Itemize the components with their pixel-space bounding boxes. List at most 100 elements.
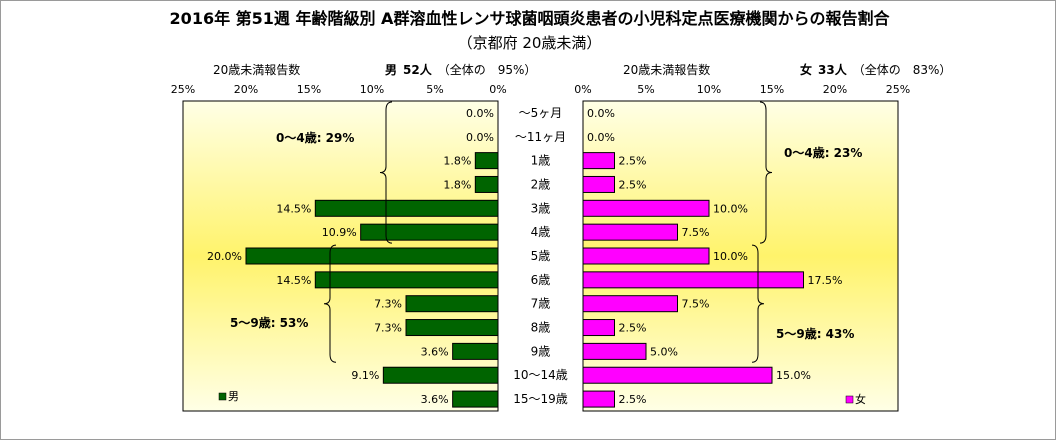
female-bar [582,295,678,313]
female-data-label: 2.5% [619,155,647,168]
male-bar [314,199,499,217]
male-data-label: 7.3% [374,298,402,311]
chart-subtitle: （京都府 20歳未満） [457,34,602,52]
female-bar [582,271,804,289]
female-axis-tick-label: 25% [886,83,910,96]
male-data-label: 7.3% [374,322,402,335]
male-axis-tick-label: 20% [234,83,258,96]
female-bar [582,366,773,384]
right-count: 33人 [818,63,847,77]
age-category-label: 9歳 [531,344,551,358]
male-bar [314,271,499,289]
female-bar [582,223,678,241]
female-bar [582,175,615,193]
age-category-label: ～11ヶ月 [515,130,566,144]
legend-female-swatch [845,395,854,404]
male-data-label: 10.9% [322,226,357,239]
female-data-label: 17.5% [808,274,843,287]
age-category-label: 15～19歳 [513,392,568,406]
male-5-9-bracket [323,244,337,363]
male-data-label: 20.0% [207,250,242,263]
legend-male-swatch [218,392,227,401]
female-data-label: 10.0% [713,250,748,263]
female-data-label: 2.5% [619,393,647,406]
male-axis-tick-label: 25% [171,83,195,96]
male-bar [405,319,499,337]
female-data-label: 7.5% [682,298,710,311]
left-count: 52人 [403,63,432,77]
female-bar [582,247,710,265]
legend-female-label: 女 [855,392,866,406]
right-share: （全体の 83%） [852,63,952,77]
female-bar [582,319,615,337]
age-category-label: 8歳 [531,321,551,335]
female-axis-tick-label: 10% [697,83,721,96]
age-category-label: 10～14歳 [513,368,568,382]
male-bar [474,175,499,193]
male-data-label: 3.6% [421,345,449,358]
left-share: （全体の 95%） [437,63,537,77]
female-data-label: 0.0% [587,131,615,144]
male-data-label: 9.1% [351,369,379,382]
age-category-label: 2歳 [531,177,551,191]
male-bar [360,223,499,241]
age-category-label: 7歳 [531,297,551,311]
male-axis-tick-label: 5% [426,83,443,96]
female-bar [582,390,615,408]
female-0-4-bracket [759,101,773,244]
left-count-summary: 男 52人 （全体の 95%） [385,61,536,78]
male-data-label: 14.5% [276,274,311,287]
female-data-label: 15.0% [776,369,811,382]
female-bar [582,342,647,360]
right-sex: 女 [800,63,813,77]
male-data-label: 0.0% [466,131,494,144]
right-count-label: 20歳未満報告数 [623,63,711,77]
female-data-label: 0.0% [587,107,615,120]
female-bar [582,152,615,170]
male-bar [382,366,499,384]
female-data-label: 2.5% [619,178,647,191]
legend-male-label: 男 [228,390,239,403]
male-data-label: 1.8% [443,178,471,191]
male-bar [474,152,499,170]
male-5-9-annotation: 5～9歳: 53% [230,315,308,330]
female-5-9-bracket [751,244,765,363]
age-category-label: 1歳 [531,154,551,168]
male-bar [452,342,499,360]
female-data-label: 10.0% [713,202,748,215]
male-data-label: 3.6% [421,393,449,406]
female-bar [582,199,710,217]
female-axis-tick-label: 15% [760,83,784,96]
male-data-label: 0.0% [466,107,494,120]
male-axis-tick-label: 10% [360,83,384,96]
male-axis-tick-label: 0% [489,83,506,96]
female-0-4-annotation: 0～4歳: 23% [784,145,862,160]
age-category-label: 6歳 [531,273,551,287]
age-category-label: 3歳 [531,201,551,215]
right-count-summary: 女 33人 （全体の 83%） [800,61,951,78]
age-category-label: 5歳 [531,249,551,263]
age-category-label: ～5ヶ月 [519,106,563,120]
female-axis-tick-label: 5% [637,83,654,96]
chart-title: 2016年 第51週 年齢階級別 A群溶血性レンサ球菌咽頭炎患者の小児科定点医療… [169,9,890,28]
male-bar [405,295,499,313]
male-bar [452,390,499,408]
left-sex: 男 [385,63,398,77]
male-data-label: 14.5% [276,202,311,215]
female-5-9-annotation: 5～9歳: 43% [776,326,854,341]
male-0-4-annotation: 0～4歳: 29% [276,130,354,145]
female-data-label: 7.5% [682,226,710,239]
male-data-label: 1.8% [443,155,471,168]
female-axis-tick-label: 20% [823,83,847,96]
female-data-label: 2.5% [619,322,647,335]
male-axis-tick-label: 15% [297,83,321,96]
female-data-label: 5.0% [650,345,678,358]
male-bar [245,247,499,265]
male-0-4-bracket [379,101,393,244]
age-category-label: 4歳 [531,225,551,239]
left-count-label: 20歳未満報告数 [213,63,301,77]
female-axis-tick-label: 0% [574,83,591,96]
